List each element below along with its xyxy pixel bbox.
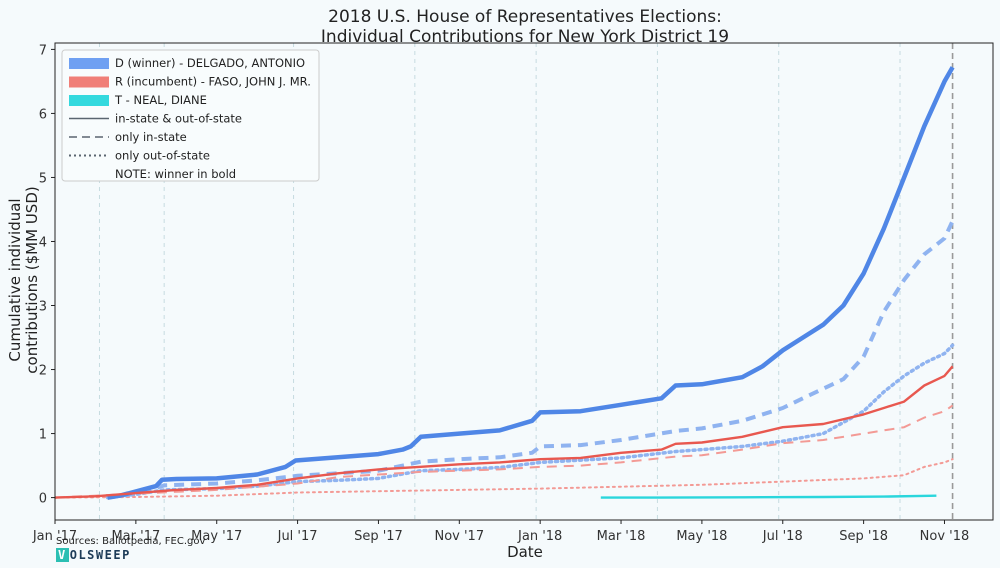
y-tick-label: 1 <box>39 428 47 443</box>
x-tick-label: Nov '18 <box>920 529 970 544</box>
x-tick-label: Jan '18 <box>517 529 562 544</box>
y-tick-label: 5 <box>39 171 47 186</box>
legend-label-dashed: only in-state <box>115 130 187 144</box>
volsweep-logo: V OLSWEEP <box>56 548 131 562</box>
legend-note: NOTE: winner in bold <box>115 167 236 181</box>
chart-subtitle: Individual Contributions for New York Di… <box>321 27 729 47</box>
y-tick-label: 0 <box>39 492 47 507</box>
axes <box>54 42 994 521</box>
y-tick-label: 6 <box>39 107 47 122</box>
sources-credit: Sources: Ballotpedia, FEC.gov <box>56 536 206 547</box>
x-tick-label: Jul '17 <box>277 529 318 544</box>
line-r-out-state <box>54 458 954 499</box>
series-lines <box>54 66 955 500</box>
line-d-in-state <box>107 220 955 500</box>
legend: D (winner) - DELGADO, ANTONIO R (incumben… <box>61 49 320 182</box>
logo-text: OLSWEEP <box>69 548 131 562</box>
line-t-total <box>600 494 937 499</box>
legend-swatch-t <box>69 95 109 106</box>
y-tick-label: 7 <box>39 43 47 58</box>
x-tick-label: Sep '17 <box>354 529 403 544</box>
x-tick-label: May '17 <box>191 529 242 544</box>
y-tick-label: 2 <box>39 364 47 379</box>
x-tick-label: Mar '17 <box>111 529 160 544</box>
legend-label-dotted: only out-of-state <box>115 149 210 163</box>
x-ticks: Jan '17 Mar '17 May '17 Jul '17 Sep '17 Nov '… <box>32 520 969 544</box>
x-tick-label: Mar '18 <box>597 529 646 544</box>
plot-frame <box>54 42 994 521</box>
y-axis-label-line1: Cumulative individual <box>6 198 24 361</box>
line-r-total <box>54 365 954 499</box>
y-tick-label: 3 <box>39 300 47 315</box>
x-axis-label: Date <box>507 543 543 561</box>
legend-label-t: T - NEAL, DIANE <box>114 93 207 107</box>
legend-label-d: D (winner) - DELGADO, ANTONIO <box>115 56 305 70</box>
legend-swatch-d <box>69 58 109 69</box>
chart-title: 2018 U.S. House of Representatives Elect… <box>328 7 722 27</box>
legend-label-r: R (incumbent) - FASO, JOHN J. MR. <box>115 75 311 89</box>
x-tick-label: Sep '18 <box>839 529 888 544</box>
legend-swatch-r <box>69 76 109 88</box>
x-tick-label: Jul '18 <box>762 529 803 544</box>
legend-label-solid: in-state & out-of-state <box>115 112 242 126</box>
logo-v-mark: V <box>56 548 69 562</box>
line-d-total <box>107 66 955 500</box>
line-r-in-state <box>54 404 954 499</box>
x-tick-label: Nov '17 <box>434 529 484 544</box>
x-tick-label: Jan '17 <box>32 529 77 544</box>
x-tick-label: May '18 <box>676 529 727 544</box>
y-axis-label: Cumulative individual contributions ($MM… <box>6 186 41 373</box>
legend-box <box>61 49 320 182</box>
y-ticks: 0 1 2 3 4 5 6 7 <box>39 43 55 507</box>
y-tick-label: 4 <box>39 235 47 250</box>
y-axis-label-line2: contributions ($MM USD) <box>23 186 41 373</box>
